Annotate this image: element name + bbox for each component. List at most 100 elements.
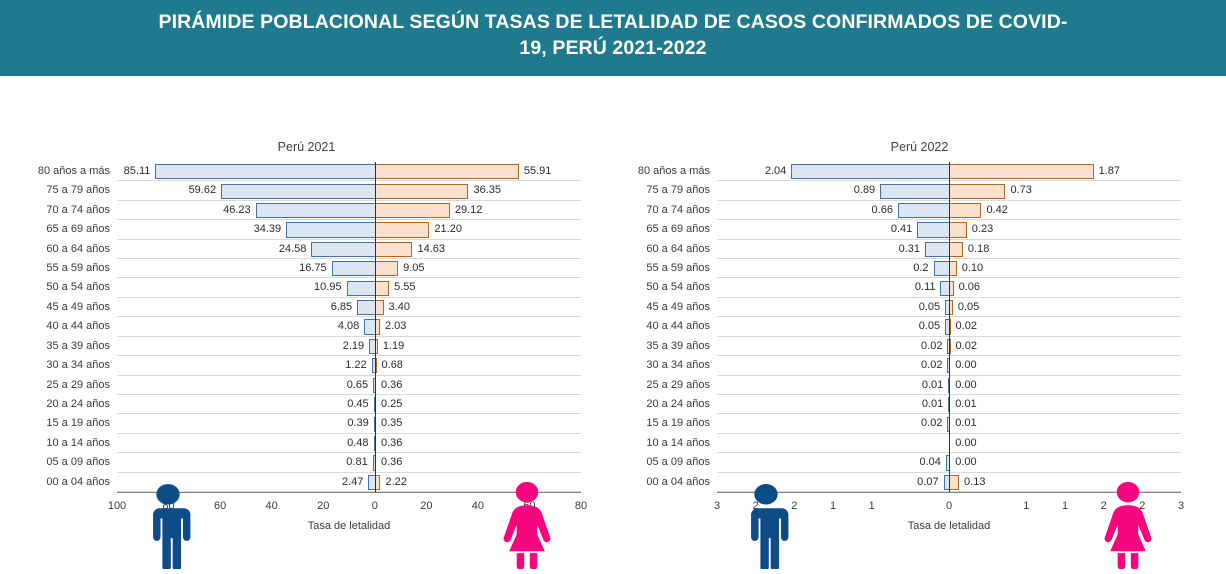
value-label-male: 1.22	[345, 359, 367, 372]
bar-female	[949, 241, 963, 257]
value-label-female: 0.00	[955, 378, 977, 391]
pyramid-row: 45 a 49 años 6.85 3.40	[46, 298, 581, 318]
age-group-label: 10 a 14 años	[646, 436, 710, 449]
pyramid-row: 20 a 24 años 0.45 0.25	[46, 395, 581, 415]
axis-baseline	[717, 491, 1181, 493]
zero-axis-line	[949, 162, 950, 492]
x-axis-tick: 0	[945, 499, 953, 512]
value-label-male: 0.65	[346, 378, 369, 391]
age-group-label: 40 a 44 años	[646, 320, 710, 333]
age-group-label: 05 a 09 años	[646, 456, 710, 469]
value-label-male: 34.39	[253, 223, 282, 236]
value-label-female: 36.35	[473, 184, 501, 197]
value-label-female: 2.03	[385, 320, 407, 333]
value-label-female: 0.00	[955, 456, 977, 469]
bar-male	[373, 377, 375, 393]
value-label-female: 1.19	[382, 339, 405, 352]
bar-male	[925, 241, 949, 257]
bar-male	[346, 280, 375, 296]
bar-female	[949, 280, 954, 296]
x-axis-tick: 1	[868, 499, 875, 512]
gridline	[117, 238, 581, 240]
gridline	[117, 199, 581, 201]
x-axis-tick: 1	[829, 499, 837, 512]
gridline	[117, 316, 581, 318]
x-axis-tick: 1	[1061, 499, 1069, 512]
value-label-female: 9.05	[403, 262, 425, 275]
value-label-male: 0.02	[921, 417, 943, 430]
bar-female	[374, 300, 384, 316]
age-group-label: 15 a 19 años	[646, 417, 710, 430]
gridline	[117, 452, 581, 454]
age-group-label: 00 a 04 años	[646, 475, 710, 488]
value-label-male: 0.31	[898, 242, 921, 255]
gridline	[117, 277, 581, 279]
age-group-label: 35 a 39 años	[646, 339, 710, 352]
age-group-label: 65 a 69 años	[646, 223, 710, 236]
bar-male	[364, 319, 375, 335]
value-label-female: 0.01	[955, 417, 977, 430]
chart-peru-2021: Perú 2021 80 años a más 85.11 55.91 75 a 79…	[0, 76, 613, 547]
x-axis-tick: 60	[213, 499, 227, 512]
page-title: PIRÁMIDE POBLACIONAL SEGÚN TASAS DE LETA…	[158, 11, 1068, 59]
bar-female	[374, 280, 390, 296]
value-label-male: 59.62	[188, 184, 217, 197]
pyramid-row: 50 a 54 años 10.95 5.55	[46, 278, 581, 298]
bar-female	[374, 338, 378, 355]
x-axis-tick: 40	[471, 499, 484, 512]
age-group-label: 40 a 44 años	[46, 320, 110, 333]
age-group-label: 70 a 74 años	[646, 203, 710, 216]
bar-female	[949, 261, 957, 277]
age-group-label: 15 a 19 años	[46, 417, 110, 430]
value-label-male: 2.19	[342, 339, 365, 352]
value-label-female: 0.68	[381, 359, 403, 372]
x-axis-tick: 80	[162, 499, 175, 512]
value-label-female: 0.42	[986, 203, 1008, 216]
value-label-male: 85.11	[123, 165, 151, 177]
age-group-label: 55 a 59 años	[646, 262, 710, 275]
age-group-label: 60 a 64 años	[646, 242, 710, 255]
age-group-label: 75 a 79 años	[646, 184, 710, 197]
age-group-label: 75 a 79 años	[46, 184, 110, 197]
bar-male	[373, 435, 375, 452]
value-label-male: 0.45	[347, 397, 369, 410]
value-label-male: 0.48	[347, 436, 369, 449]
value-label-female: 29.12	[454, 203, 483, 216]
value-label-female: 0.36	[380, 378, 403, 391]
value-label-female: 0.23	[971, 223, 994, 236]
value-label-male: 2.47	[342, 475, 364, 488]
pyramid-row: 10 a 14 años 0.48 0.36	[46, 434, 581, 454]
value-label-male: 0.04	[919, 456, 941, 469]
gridline	[117, 219, 581, 221]
bar-female	[374, 261, 399, 277]
x-axis-tick: 2	[752, 499, 759, 512]
age-group-label: 60 a 64 años	[46, 242, 110, 255]
x-axis-tick: 3	[1177, 499, 1185, 512]
bar-male	[311, 241, 375, 257]
value-label-female: 5.55	[394, 281, 416, 294]
bar-female	[949, 300, 953, 316]
bar-male	[255, 203, 375, 219]
pyramid-row: 60 a 64 años 24.58 14.63	[46, 240, 581, 260]
x-axis-tick: 2	[791, 499, 798, 512]
chart-title-2022: Perú 2022	[890, 140, 949, 154]
value-label-male: 0.81	[346, 456, 368, 469]
bar-male	[917, 222, 949, 238]
age-group-label: 20 a 24 años	[646, 397, 710, 410]
value-label-female: 0.06	[958, 281, 981, 294]
value-label-male: 16.75	[299, 262, 327, 275]
pyramid-row: 65 a 69 años 34.39 21.20	[46, 220, 581, 240]
value-label-female: 0.36	[380, 456, 403, 469]
pyramid-row: 30 a 34 años 1.22 0.68	[46, 356, 581, 376]
bar-male	[897, 203, 949, 219]
gridline	[117, 335, 581, 337]
gridline	[117, 374, 581, 376]
bar-male	[357, 300, 375, 316]
x-axis-tick: 20	[420, 499, 433, 512]
value-label-female: 14.63	[417, 242, 446, 255]
value-label-female: 0.13	[964, 475, 986, 488]
x-axis-tick: 40	[265, 499, 278, 512]
value-label-female: 1.87	[1098, 165, 1121, 177]
value-label-female: 0.01	[955, 397, 977, 410]
bar-male	[947, 338, 949, 355]
